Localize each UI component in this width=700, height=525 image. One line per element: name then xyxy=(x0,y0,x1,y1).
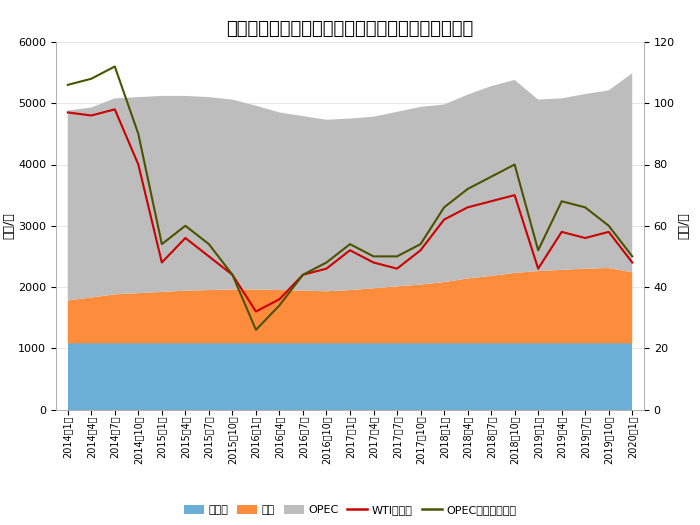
Y-axis label: 万桶/日: 万桶/日 xyxy=(2,213,15,239)
Y-axis label: 美元/桶: 美元/桶 xyxy=(678,213,691,239)
Title: 近年各主要原油产地产量变化及国际油价走势示意图: 近年各主要原油产地产量变化及国际油价走势示意图 xyxy=(226,19,474,38)
Legend: 俄罗斯, 美国, OPEC, WTI月均价, OPEC一揽子月均价: 俄罗斯, 美国, OPEC, WTI月均价, OPEC一揽子月均价 xyxy=(179,500,521,519)
